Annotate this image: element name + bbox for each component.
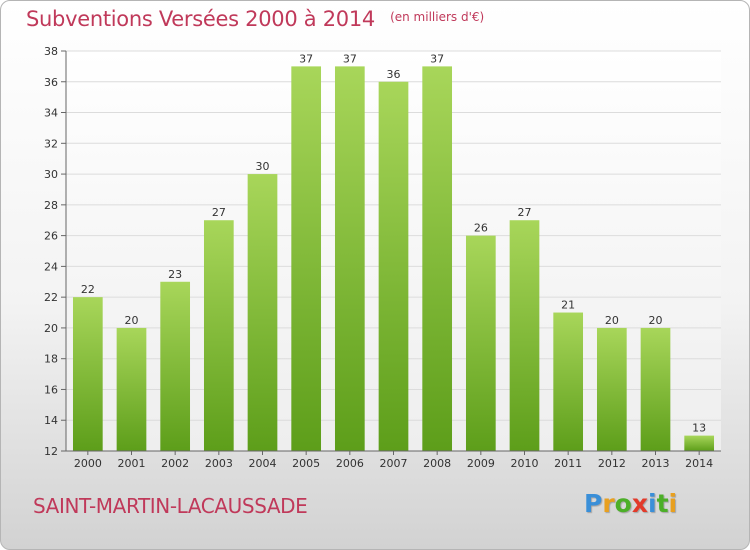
- y-tick-label: 36: [44, 76, 58, 89]
- bar-2001[interactable]: [116, 327, 147, 451]
- value-label-2011: 21: [561, 299, 575, 312]
- value-label-2003: 27: [212, 206, 226, 219]
- value-label-2008: 37: [430, 52, 444, 65]
- value-label-2000: 22: [81, 283, 95, 296]
- bar-2003[interactable]: [203, 220, 234, 451]
- value-label-2002: 23: [168, 268, 182, 281]
- x-tick-label-2013: 2013: [642, 457, 670, 470]
- y-tick-label: 38: [44, 45, 58, 58]
- x-tick-label-2005: 2005: [292, 457, 320, 470]
- proxiti-logo[interactable]: Proxiti: [584, 489, 677, 518]
- value-label-2001: 20: [125, 314, 139, 327]
- y-tick-label: 16: [44, 383, 58, 396]
- y-tick-label: 28: [44, 199, 58, 212]
- chart-subtitle: (en milliers d'€): [390, 10, 485, 24]
- y-tick-label: 12: [44, 445, 58, 458]
- y-tick-label: 20: [44, 322, 58, 335]
- logo-letter: i: [668, 489, 678, 518]
- x-tick-label-2004: 2004: [249, 457, 277, 470]
- y-tick-label: 18: [44, 353, 58, 366]
- bar-2007[interactable]: [378, 81, 409, 452]
- commune-name: SAINT-MARTIN-LACAUSSADE: [33, 494, 308, 518]
- bar-2011[interactable]: [553, 312, 584, 451]
- bar-2006[interactable]: [334, 66, 365, 451]
- logo-letter: x: [631, 489, 648, 518]
- value-label-2013: 20: [649, 314, 663, 327]
- axes: 12 14 16 18 20 22 24 26 28 30 32 34 36 38 2000 2001 2002…: [44, 45, 721, 470]
- x-tick-label-2010: 2010: [511, 457, 539, 470]
- x-tick-label-2012: 2012: [598, 457, 626, 470]
- bar-2002[interactable]: [160, 281, 191, 451]
- value-label-2004: 30: [256, 160, 270, 173]
- y-tick-label: 30: [44, 168, 58, 181]
- value-label-2009: 26: [474, 222, 488, 235]
- y-tick-label: 26: [44, 230, 58, 243]
- value-label-2007: 36: [387, 68, 401, 81]
- bar-2000[interactable]: [72, 297, 103, 451]
- logo-letter: o: [614, 489, 632, 518]
- bar-2009[interactable]: [465, 235, 496, 451]
- value-label-2005: 37: [299, 52, 313, 65]
- bar-2012[interactable]: [596, 327, 627, 451]
- x-tick-label-2014: 2014: [685, 457, 713, 470]
- bar-2013[interactable]: [640, 327, 671, 451]
- y-tick-label: 22: [44, 291, 58, 304]
- x-tick-label-2011: 2011: [554, 457, 582, 470]
- x-tick-label-2008: 2008: [423, 457, 451, 470]
- title-row: Subventions Versées 2000 à 2014 (en mill…: [26, 7, 484, 31]
- chart-title: Subventions Versées 2000 à 2014: [26, 7, 375, 31]
- x-tick-label-2001: 2001: [118, 457, 146, 470]
- logo-letter: r: [602, 489, 615, 518]
- value-label-2010: 27: [518, 206, 532, 219]
- value-label-2012: 20: [605, 314, 619, 327]
- bar-2005[interactable]: [291, 66, 322, 451]
- y-tick-label: 34: [44, 107, 58, 120]
- value-label-2006: 37: [343, 52, 357, 65]
- y-tick-label: 24: [44, 260, 58, 273]
- bar-2004[interactable]: [247, 174, 278, 452]
- x-tick-label-2003: 2003: [205, 457, 233, 470]
- logo-letter: t: [656, 489, 669, 518]
- x-tick-label-2007: 2007: [380, 457, 408, 470]
- x-tick-label-2006: 2006: [336, 457, 364, 470]
- bar-2010[interactable]: [509, 220, 540, 451]
- y-tick-label: 32: [44, 137, 58, 150]
- x-tick-label-2009: 2009: [467, 457, 495, 470]
- x-tick-label-2002: 2002: [161, 457, 189, 470]
- bar-2008[interactable]: [422, 66, 453, 451]
- bar-2014[interactable]: [684, 435, 715, 451]
- logo-letter: i: [648, 489, 657, 518]
- x-tick-label-2000: 2000: [74, 457, 102, 470]
- bars: 22 20 23 27 30 37 37 36 37 26 27 21 20 20 13: [72, 52, 715, 452]
- value-label-2014: 13: [692, 422, 706, 435]
- y-tick-label: 14: [44, 414, 58, 427]
- logo-letter: P: [584, 489, 603, 518]
